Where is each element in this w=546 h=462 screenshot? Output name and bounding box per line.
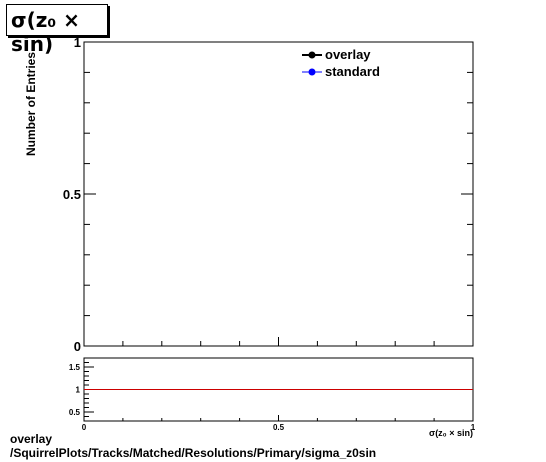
main-y-tick-label: 0.5 [63, 187, 81, 202]
ratio-y-tick-label: 1 [76, 386, 81, 395]
ratio-x-axis: 0 0.5 1 [82, 415, 476, 432]
main-plot-frame [83, 41, 474, 347]
main-y-axis: 00.51 [63, 35, 473, 354]
footer-line-1: overlay [10, 432, 53, 446]
main-x-ticks [83, 337, 474, 346]
main-y-tick-label: 0 [74, 339, 81, 354]
ratio-x-tick-label: 1 [471, 423, 476, 432]
main-y-tick-label: 1 [74, 35, 81, 50]
x-axis-label: σ(z₀ × sin) [429, 428, 473, 438]
legend-standard-marker [308, 68, 316, 76]
y-axis-label: Number of Entries [24, 52, 38, 156]
footer: overlay /SquirrelPlots/Tracks/Matched/Re… [10, 432, 376, 460]
plot-title-box: σ(z₀ × sin) [6, 4, 108, 56]
ratio-y-tick-label: 1.5 [69, 363, 81, 372]
footer-line-2: /SquirrelPlots/Tracks/Matched/Resolution… [10, 446, 377, 460]
ratio-x-tick-label: 0.5 [273, 423, 285, 432]
legend-overlay-label: overlay [325, 47, 371, 62]
legend: overlay standard [302, 47, 380, 79]
ratio-y-tick-label: 0.5 [69, 408, 81, 417]
legend-overlay-marker [308, 51, 316, 59]
ratio-x-tick-label: 0 [82, 423, 87, 432]
plot-title: σ(z₀ × sin) [11, 8, 80, 56]
ratio-y-axis: 0.5 1 1.5 [69, 362, 94, 417]
legend-standard-label: standard [325, 64, 380, 79]
